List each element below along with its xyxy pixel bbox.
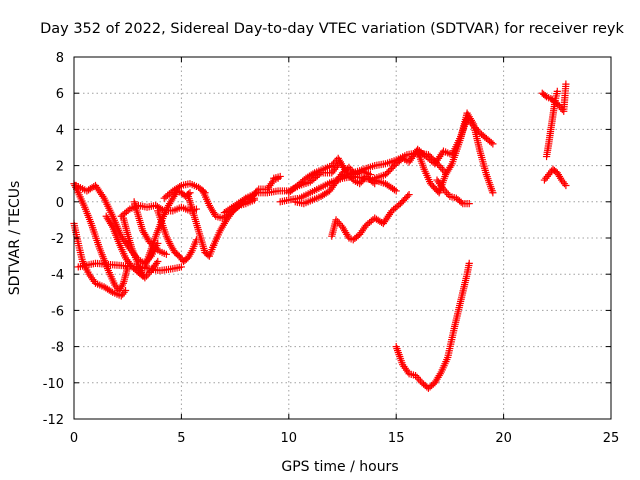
x-tick-label: 20 xyxy=(495,431,512,446)
data-point xyxy=(381,171,390,179)
data-point xyxy=(392,187,400,195)
grid xyxy=(74,57,611,419)
y-tick-label: -8 xyxy=(51,341,64,356)
data-point xyxy=(390,186,399,194)
data-point xyxy=(176,182,184,191)
x-tick-label: 10 xyxy=(281,431,298,446)
y-tick-label: -12 xyxy=(43,413,64,428)
data-point xyxy=(416,377,424,385)
y-tick-label: -10 xyxy=(43,377,64,392)
data-point xyxy=(107,287,115,295)
y-tick-label: -4 xyxy=(51,268,64,283)
x-tick-label: 15 xyxy=(388,431,405,446)
x-tick-label: 0 xyxy=(70,431,78,446)
data-point xyxy=(487,138,495,147)
series-arc-5 xyxy=(102,212,147,280)
data-point xyxy=(389,163,397,171)
x-tick-label: 25 xyxy=(603,431,620,446)
data-point xyxy=(438,165,446,173)
series-arc-26 xyxy=(392,259,473,392)
x-axis-label: GPS time / hours xyxy=(281,459,398,475)
series-arc-1 xyxy=(70,180,132,295)
x-tick-label: 5 xyxy=(177,431,185,446)
data-point xyxy=(553,87,561,95)
data-series xyxy=(70,80,570,392)
data-point xyxy=(121,286,130,295)
data-point xyxy=(562,181,570,190)
series-arc-28 xyxy=(542,87,561,161)
data-point xyxy=(177,263,185,271)
data-point xyxy=(562,80,570,88)
series-arc-23 xyxy=(371,114,497,182)
y-tick-label: 8 xyxy=(56,51,64,66)
y-tick-label: 0 xyxy=(56,196,64,211)
data-point xyxy=(306,178,314,186)
series-arc-24 xyxy=(414,109,497,197)
data-point xyxy=(162,250,170,258)
data-point xyxy=(489,140,497,148)
data-point xyxy=(415,375,423,383)
data-point xyxy=(124,206,132,215)
data-point xyxy=(384,167,393,176)
data-point xyxy=(308,176,316,184)
data-point xyxy=(276,172,284,181)
series-arc-19 xyxy=(285,154,379,197)
y-tick-label: 4 xyxy=(56,123,64,138)
data-point xyxy=(366,171,375,179)
data-point xyxy=(465,259,473,267)
series-arc-12 xyxy=(184,190,218,260)
data-point xyxy=(310,175,318,183)
data-point xyxy=(405,190,413,199)
data-point xyxy=(240,195,248,203)
data-point xyxy=(387,164,396,173)
series-arc-17 xyxy=(270,172,284,182)
data-point xyxy=(404,192,412,200)
y-tick-label: -6 xyxy=(51,304,64,319)
y-axis-label: SDTVAR / TECUs xyxy=(7,181,23,296)
series-arc-29 xyxy=(540,165,570,190)
series-arc-25 xyxy=(433,176,473,208)
series-arc-6 xyxy=(119,214,162,282)
data-point xyxy=(369,178,377,186)
data-point xyxy=(309,170,317,178)
data-point xyxy=(443,189,451,197)
data-point xyxy=(437,163,445,172)
data-point xyxy=(489,189,497,197)
series-arc-10 xyxy=(141,187,194,271)
series-arc-21 xyxy=(328,190,413,244)
data-point xyxy=(465,200,473,208)
data-point xyxy=(154,257,162,266)
axis-ticks: 0 5 10 15 20 25 -12 -10 -8 -6 -4 -2 0 2 4 6 8 xyxy=(43,51,620,446)
data-point xyxy=(144,270,152,278)
chart-title: Day 352 of 2022, Sidereal Day-to-day VTE… xyxy=(40,21,624,37)
data-point xyxy=(383,169,391,177)
data-point xyxy=(457,198,465,206)
y-tick-label: 6 xyxy=(56,87,64,102)
y-tick-label: 2 xyxy=(56,160,64,175)
y-tick-label: -2 xyxy=(51,232,64,247)
data-point xyxy=(386,166,394,174)
